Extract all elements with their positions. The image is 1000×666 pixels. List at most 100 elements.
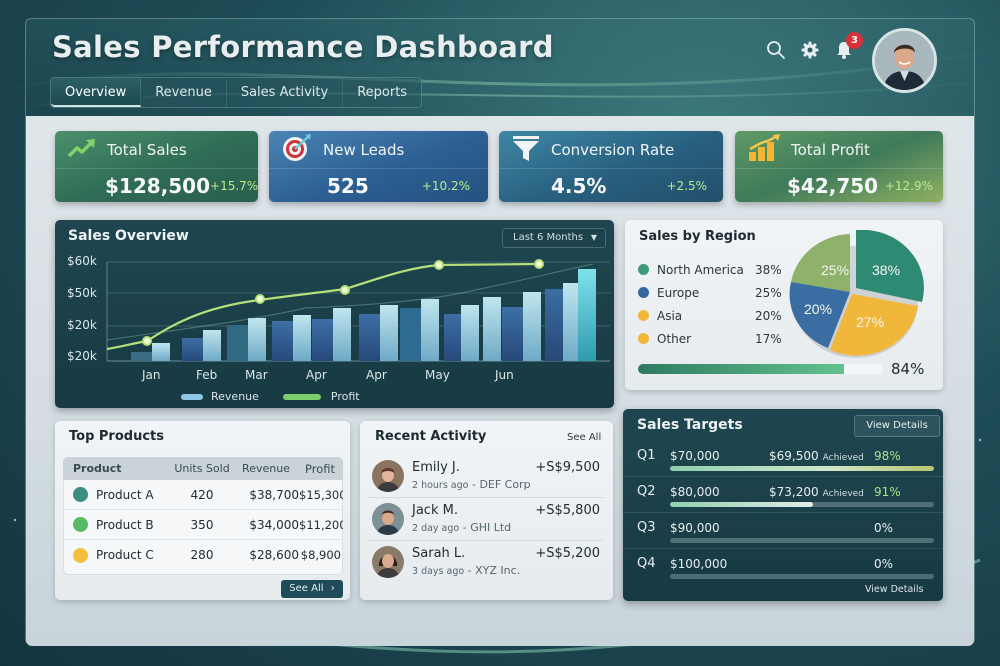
kpi-value: 525	[327, 173, 369, 198]
kpi-delta: +2.5%	[666, 178, 707, 193]
target-amount: $80,000	[670, 485, 720, 499]
legend-swatch-revenue	[181, 393, 203, 400]
see-all-activity-link[interactable]: See All	[567, 432, 602, 443]
activity-meta: 2 hours ago - DEF Corp	[412, 478, 531, 491]
trend-up-icon	[67, 137, 97, 163]
view-details-link[interactable]: View Details	[865, 584, 924, 595]
table-header: Product Units Sold Revenue Profit	[63, 457, 343, 480]
kpi-new-leads[interactable]: New Leads 525 +10.2%	[269, 131, 488, 202]
activity-name: Sarah L.	[412, 546, 466, 561]
kpi-total-sales[interactable]: Total Sales $128,500 +15.7%	[55, 131, 258, 202]
units-sold: 350	[190, 517, 214, 532]
y-tick: $20k	[67, 318, 97, 332]
target-row-q2: Q2 $80,000 $73,200 Achieved 91%	[623, 477, 943, 513]
units-sold: 420	[190, 487, 214, 502]
kpi-value: $42,750	[787, 173, 879, 198]
region-legend: North America 38% Europe 25% Asia 20% Ot…	[638, 258, 783, 350]
target-amount: $70,000	[670, 449, 720, 463]
region-progress-bar	[638, 364, 883, 374]
product-name: Product B	[96, 517, 154, 532]
activity-item[interactable]: Jack M. 2 day ago - GHI Ltd +S$5,800	[368, 499, 604, 541]
header-actions: 3	[766, 32, 863, 60]
table-row[interactable]: Product C 280 $28,600 $8,900	[63, 540, 343, 570]
target-percent: 91%	[874, 485, 901, 499]
legend-value: 20%	[755, 308, 782, 323]
kpi-value: 4.5%	[551, 173, 607, 198]
quarter: Q3	[637, 520, 656, 535]
kpi-conversion-rate[interactable]: Conversion Rate 4.5% +2.5%	[499, 131, 723, 202]
y-tick: $20k	[67, 349, 97, 363]
card-title: Sales by Region	[639, 229, 756, 244]
view-details-label: View Details	[866, 420, 928, 431]
chevron-right-icon: ›	[330, 583, 335, 594]
revenue: $38,700	[249, 487, 299, 502]
tab-reports[interactable]: Reports	[357, 85, 408, 100]
tab-overview[interactable]: Overview	[51, 78, 142, 107]
col-profit: Profit	[305, 461, 335, 476]
legend-item: Other 17%	[638, 327, 783, 350]
table-row[interactable]: Product B 350 $34,000 $11,200	[63, 510, 343, 540]
legend-item: Europe 25%	[638, 281, 783, 304]
range-dropdown-value: Last 6 Months	[513, 232, 584, 243]
view-details-button[interactable]: View Details	[854, 415, 940, 437]
legend-swatch-profit	[282, 393, 321, 400]
sales-overview-chart	[106, 259, 610, 362]
x-tick: Mar	[245, 368, 268, 382]
quarter: Q2	[637, 484, 656, 499]
pie-label: 25%	[821, 262, 849, 278]
achieved-amount: $73,200 Achieved	[769, 485, 864, 499]
legend-label-profit: Profit	[330, 390, 360, 403]
avatar	[372, 460, 404, 492]
legend-dot	[638, 264, 649, 275]
kpi-value: $128,500	[105, 173, 211, 198]
card-title: Sales Overview	[68, 228, 189, 244]
activity-item[interactable]: Emily J. 2 hours ago - DEF Corp +S$9,500	[368, 456, 604, 498]
avatar	[372, 503, 404, 535]
target-row-q4: Q4 $100,000 0%	[623, 549, 943, 585]
legend-item: North America 38%	[638, 258, 783, 281]
range-dropdown[interactable]: Last 6 Months ▼	[502, 228, 606, 248]
legend-label-revenue: Revenue	[211, 390, 259, 403]
kpi-total-profit[interactable]: Total Profit $42,750 +12.9%	[735, 131, 943, 202]
table-row[interactable]: Product A 420 $38,700 $15,300	[63, 480, 343, 510]
y-tick: $50k	[67, 286, 97, 300]
legend-value: 25%	[755, 285, 782, 300]
region-progress-value: 84%	[891, 360, 925, 378]
search-icon[interactable]	[766, 40, 786, 60]
kpi-delta: +10.2%	[421, 178, 470, 193]
region-pie-chart: 25% 38% 20% 27%	[789, 230, 924, 358]
units-sold: 280	[190, 548, 214, 562]
legend-item: Asia 20%	[638, 304, 783, 327]
legend-value: 17%	[755, 331, 782, 346]
x-tick: Apr	[366, 368, 387, 382]
activity-item[interactable]: Sarah L. 3 days ago - XYZ Inc. +S$5,200	[368, 542, 604, 584]
target-progress-bar	[670, 466, 934, 471]
kpi-delta: +15.7%	[210, 178, 258, 193]
target-percent: 0%	[874, 521, 894, 535]
gear-icon[interactable]	[800, 40, 820, 60]
product-dot	[73, 517, 88, 532]
region-progress-fill	[638, 364, 844, 374]
bell-icon[interactable]: 3	[834, 32, 863, 60]
see-all-label: See All	[289, 583, 324, 594]
tab-sales-activity[interactable]: Sales Activity	[227, 78, 344, 107]
tab-revenue[interactable]: Revenue	[141, 78, 227, 107]
target-row-q3: Q3 $90,000 0%	[623, 513, 943, 549]
col-units-sold: Units Sold	[174, 462, 230, 475]
legend-label: North America	[657, 262, 744, 277]
target-amount: $90,000	[670, 521, 720, 535]
activity-name: Jack M.	[412, 503, 458, 518]
y-tick: $60k	[67, 254, 97, 268]
target-percent: 98%	[874, 449, 901, 463]
user-avatar[interactable]	[872, 28, 937, 93]
kpi-label: Total Profit	[791, 140, 870, 159]
activity-name: Emily J.	[412, 460, 460, 475]
notification-badge: 3	[846, 32, 863, 49]
page-title: Sales Performance Dashboard	[52, 30, 554, 64]
legend-dot	[638, 333, 649, 344]
revenue: $34,000	[249, 517, 299, 532]
funnel-icon	[511, 133, 541, 167]
legend-dot	[638, 310, 649, 321]
target-row-q1: Q1 $70,000 $69,500 Achieved 98%	[623, 441, 943, 477]
see-all-products-button[interactable]: See All ›	[281, 580, 343, 598]
